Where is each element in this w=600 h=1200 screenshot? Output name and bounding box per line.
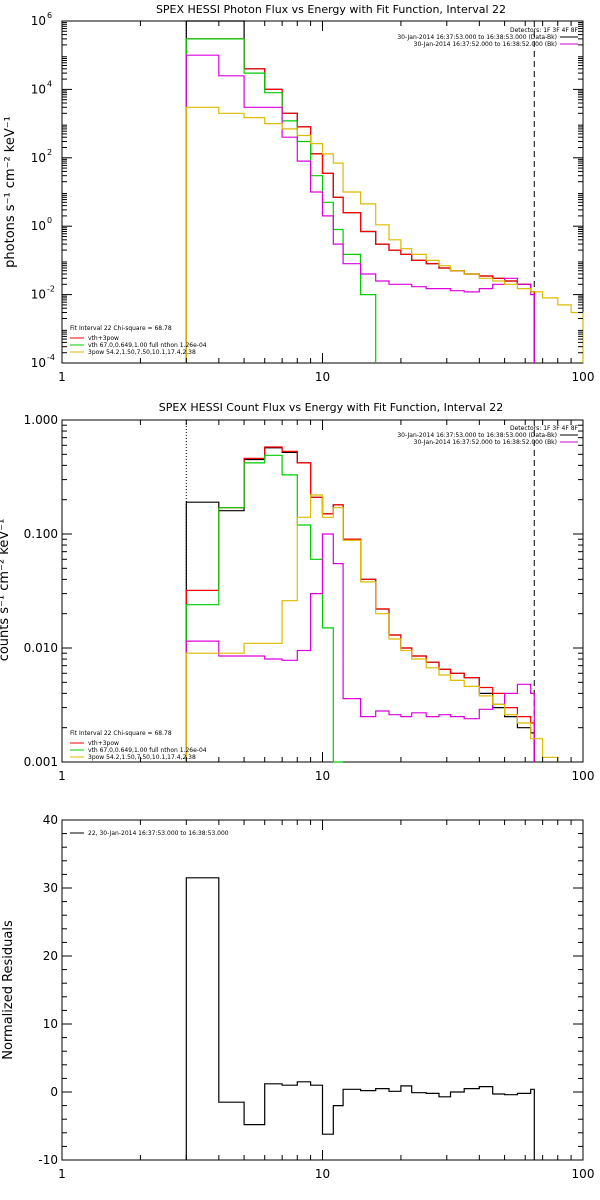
x-tick-label: 10 — [315, 1167, 330, 1181]
series-4-line — [185, 494, 559, 762]
legend-entry: 22, 30-Jan-2014 16:37:53.000 to 16:38:53… — [88, 830, 229, 837]
x-tick-label: 100 — [572, 769, 595, 783]
y-tick-label: 0.010 — [24, 641, 58, 655]
x-tick-label: 10 — [315, 769, 330, 783]
legend-entry: vth+3pow — [88, 335, 119, 342]
y-tick-label: 30 — [43, 881, 58, 895]
chart-title: SPEX HESSI Photon Flux vs Energy with Fi… — [156, 3, 506, 16]
legend-entry: vth 67.0,0.649,1.00 full nthon 1.26e-04 — [88, 747, 207, 754]
legend-entry: 3pow 54.2,1.50,7.50,10.1,17.4,2.38 — [88, 754, 196, 761]
legend-entry: 3pow 54.2,1.50,7.50,10.1,17.4,2.38 — [88, 349, 196, 356]
legend-line: Detectors: 1F 3F 4F 8F — [510, 27, 579, 34]
legend-line: 30-Jan-2014 16:37:52.000 to 16:38:52.000… — [414, 439, 557, 446]
y-tick-label: 0.001 — [24, 755, 58, 769]
y-tick-label: 0 — [50, 1085, 58, 1099]
x-tick-label: 1 — [58, 769, 66, 783]
y-tick-label: 10 — [31, 82, 46, 96]
y-tick-label: 40 — [43, 813, 58, 827]
legend-line: 30-Jan-2014 16:37:52.000 to 16:38:52.000… — [414, 41, 557, 48]
legend-header: Fit Interval 22 Chi-square = 68.78 — [70, 730, 172, 737]
y-tick-label: 10 — [43, 1017, 58, 1031]
legend-line: 30-Jan-2014 16:37:53.000 to 16:38:53.000… — [397, 34, 557, 41]
x-tick-label: 1 — [58, 370, 66, 384]
legend-entry: vth 67.0,0.649,1.00 full nthon 1.26e-04 — [88, 342, 207, 349]
legend-top-left: 22, 30-Jan-2014 16:37:53.000 to 16:38:53… — [70, 830, 229, 837]
x-tick-label: 10 — [315, 370, 330, 384]
y-tick-label: 10 — [31, 219, 46, 233]
series-0-line — [185, 877, 535, 1160]
legend-line: Detectors: 1F 3F 4F 8F — [510, 425, 579, 432]
y-tick-exponent: -2 — [47, 285, 55, 294]
y-tick-exponent: 0 — [47, 216, 52, 225]
y-tick-exponent: 6 — [47, 11, 52, 20]
y-tick-label: 0.100 — [24, 527, 58, 541]
legend-bottom-left: Fit Interval 22 Chi-square = 68.78 vth+3… — [70, 730, 207, 761]
x-tick-label: 100 — [572, 370, 595, 384]
series-4-line — [185, 106, 584, 363]
legend-header: Fit Interval 22 Chi-square = 68.78 — [70, 325, 172, 332]
legend-bottom-left: Fit Interval 22 Chi-square = 68.78 vth+3… — [70, 325, 207, 356]
y-tick-label: 10 — [31, 14, 46, 28]
y-tick-label: 1.000 — [24, 413, 58, 427]
panel-count-flux: SPEX HESSI Count Flux vs Energy with Fit… — [0, 401, 594, 783]
legend-line: 30-Jan-2014 16:37:53.000 to 16:38:53.000… — [397, 432, 557, 439]
x-tick-label: 100 — [572, 1167, 595, 1181]
legend-top-right: Detectors: 1F 3F 4F 8F 30-Jan-2014 16:37… — [397, 425, 578, 446]
panel-photon-flux: SPEX HESSI Photon Flux vs Energy with Fi… — [3, 3, 595, 384]
y-tick-label: 10 — [31, 288, 46, 302]
y-axis-label: counts s⁻¹ cm⁻² keV⁻¹ — [0, 519, 12, 662]
legend-top-right: Detectors: 1F 3F 4F 8F 30-Jan-2014 16:37… — [397, 27, 578, 48]
series-3-line — [185, 54, 535, 363]
x-tick-label: 1 — [58, 1167, 66, 1181]
y-axis-label: photons s⁻¹ cm⁻² keV⁻¹ — [3, 116, 18, 268]
y-tick-label: 20 — [43, 949, 58, 963]
legend-entry: vth+3pow — [88, 740, 119, 747]
y-tick-label: 10 — [31, 356, 46, 370]
y-tick-label: -10 — [38, 1153, 58, 1167]
y-tick-exponent: 2 — [47, 148, 52, 157]
y-tick-label: 10 — [31, 151, 46, 165]
series-2-line — [185, 454, 344, 763]
y-axis-label: Normalized Residuals — [1, 920, 16, 1060]
y-tick-exponent: -4 — [47, 353, 55, 362]
chart-title: SPEX HESSI Count Flux vs Energy with Fit… — [159, 401, 503, 414]
y-tick-exponent: 4 — [47, 79, 52, 88]
series-2-line — [185, 38, 377, 363]
